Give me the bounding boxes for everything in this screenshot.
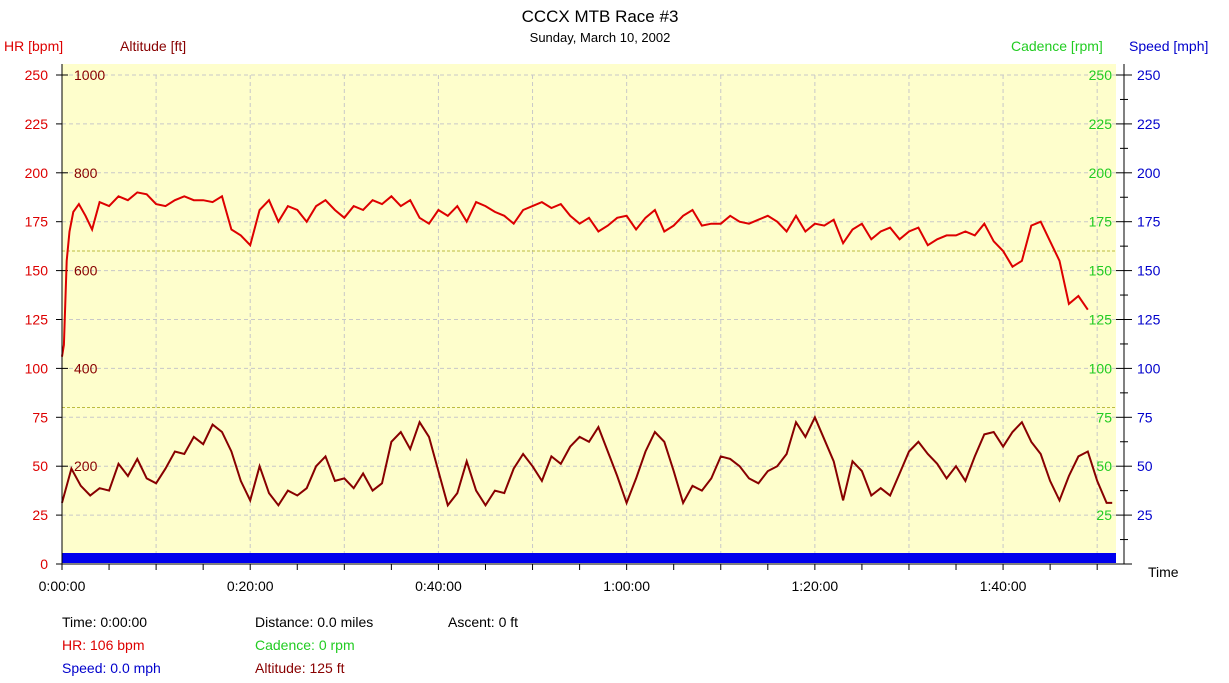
speed-tick-label: 25	[1137, 507, 1153, 523]
cadence-tick-label: 50	[1096, 458, 1112, 474]
hr-tick-label: 25	[32, 507, 48, 523]
hr-tick-label: 100	[25, 360, 49, 376]
altitude-tick-label: 200	[74, 458, 98, 474]
altitude-series-line	[61, 414, 1113, 508]
readout-altitude: Altitude: 125 ft	[255, 660, 345, 676]
altitude-tick-label: 400	[74, 360, 98, 376]
speed-tick-label: 125	[1137, 312, 1161, 328]
time-tick-label: 1:40:00	[980, 578, 1027, 594]
cadence-tick-label: 225	[1089, 116, 1113, 132]
speed-tick-label: 225	[1137, 116, 1161, 132]
speed-tick-label: 100	[1137, 360, 1161, 376]
speed-axis-label: Speed [mph]	[1129, 38, 1208, 54]
readout-time: Time: 0:00:00	[62, 614, 148, 630]
cadence-tick-label: 175	[1089, 214, 1113, 230]
time-tick-label: 0:20:00	[227, 578, 274, 594]
readout-cadence: Cadence: 0 rpm	[255, 637, 355, 653]
hr-tick-label: 225	[25, 116, 49, 132]
cadence-tick-label: 200	[1089, 165, 1113, 181]
time-axis: 0:00:00 0:20:00 0:40:00 1:00:00 1:20:00 1:40:…	[39, 564, 1098, 594]
readout-ascent: Ascent: 0 ft	[448, 614, 519, 630]
speed-tick-label: 75	[1137, 409, 1153, 425]
altitude-tick-label: 800	[74, 165, 98, 181]
chart-subtitle: Sunday, March 10, 2002	[530, 30, 671, 45]
time-tick-label: 1:20:00	[791, 578, 838, 594]
hr-tick-label: 150	[25, 263, 49, 279]
speed-tick-label: 50	[1137, 458, 1153, 474]
time-axis-label: Time	[1148, 564, 1179, 580]
speed-tick-label: 175	[1137, 214, 1161, 230]
cadence-tick-label: 150	[1089, 263, 1113, 279]
speed-series-line	[62, 553, 1116, 563]
cadence-tick-label: 75	[1096, 409, 1112, 425]
cadence-tick-label: 125	[1089, 312, 1113, 328]
altitude-axis: 1000 800 600 400 200	[62, 67, 105, 474]
plot-area	[62, 64, 1116, 563]
chart-title: CCCX MTB Race #3	[522, 7, 679, 26]
readout-hr: HR: 106 bpm	[62, 637, 145, 653]
hr-axis-label: HR [bpm]	[4, 38, 63, 54]
cadence-axis: 250 225 200 175 150 125 100 75 50 25	[1089, 67, 1113, 523]
speed-axis: 250 225 200 175 150 125 100 75 50 25	[1116, 67, 1161, 565]
hr-tick-label: 200	[25, 165, 49, 181]
hr-series-line	[61, 191, 1089, 357]
hr-tick-label: 0	[40, 556, 48, 572]
hr-tick-label: 175	[25, 214, 49, 230]
altitude-tick-label: 1000	[74, 67, 105, 83]
speed-tick-label: 150	[1137, 263, 1161, 279]
altitude-axis-label: Altitude [ft]	[120, 38, 186, 54]
time-tick-label: 0:00:00	[39, 578, 86, 594]
cadence-tick-label: 250	[1089, 67, 1113, 83]
cadence-tick-label: 100	[1089, 360, 1113, 376]
readout-distance: Distance: 0.0 miles	[255, 614, 374, 630]
hr-tick-label: 125	[25, 312, 49, 328]
cadence-axis-label: Cadence [rpm]	[1011, 38, 1103, 54]
time-tick-label: 0:40:00	[415, 578, 462, 594]
cadence-tick-label: 25	[1096, 507, 1112, 523]
hr-tick-label: 75	[32, 409, 48, 425]
speed-tick-label: 200	[1137, 165, 1161, 181]
time-tick-label: 1:00:00	[603, 578, 650, 594]
hr-tick-label: 50	[32, 458, 48, 474]
speed-tick-label: 250	[1137, 67, 1161, 83]
altitude-tick-label: 600	[74, 263, 98, 279]
hr-tick-label: 250	[25, 67, 49, 83]
readout-speed: Speed: 0.0 mph	[62, 660, 161, 676]
hr-zone-lines	[62, 250, 1116, 409]
